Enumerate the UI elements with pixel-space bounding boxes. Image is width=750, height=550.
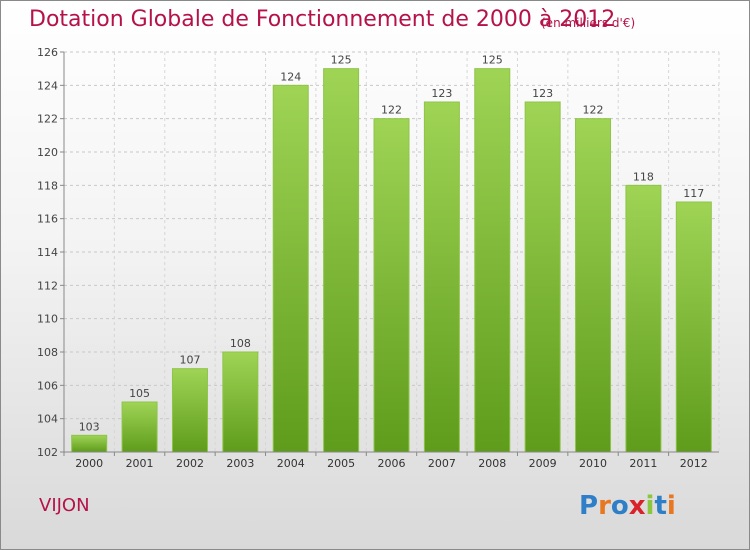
y-tick-label: 126 bbox=[37, 46, 58, 59]
bar-2001 bbox=[121, 401, 158, 453]
data-label-2010: 122 bbox=[583, 104, 604, 117]
x-tick-label: 2001 bbox=[126, 457, 154, 470]
y-tick-label: 112 bbox=[37, 279, 58, 292]
y-tick-label: 102 bbox=[37, 446, 58, 459]
proxiti-logo: Proxiti bbox=[579, 491, 676, 521]
x-tick-label: 2008 bbox=[478, 457, 506, 470]
data-label-2004: 124 bbox=[280, 70, 301, 83]
x-tick-label: 2011 bbox=[629, 457, 657, 470]
bar-2008 bbox=[474, 68, 511, 453]
y-tick-label: 116 bbox=[37, 213, 58, 226]
x-tick-label: 2012 bbox=[680, 457, 708, 470]
bar-2007 bbox=[423, 101, 460, 453]
y-tick-label: 110 bbox=[37, 313, 58, 326]
chart-title: Dotation Globale de Fonctionnement de 20… bbox=[29, 7, 616, 32]
x-tick-label: 2000 bbox=[75, 457, 103, 470]
y-tick-label: 122 bbox=[37, 113, 58, 126]
data-label-2007: 123 bbox=[431, 87, 452, 100]
x-tick-label: 2002 bbox=[176, 457, 204, 470]
data-label-2003: 108 bbox=[230, 337, 251, 350]
y-tick-label: 106 bbox=[37, 379, 58, 392]
y-tick-label: 108 bbox=[37, 346, 58, 359]
bar-2011 bbox=[625, 184, 662, 453]
commune-name: VIJON bbox=[39, 495, 90, 516]
x-tick-label: 2010 bbox=[579, 457, 607, 470]
bar-2006 bbox=[373, 118, 410, 453]
bar-2002 bbox=[171, 368, 208, 453]
bar-2000 bbox=[71, 434, 108, 453]
bar-2005 bbox=[323, 68, 360, 453]
data-label-2005: 125 bbox=[331, 54, 352, 67]
y-tick-label: 124 bbox=[37, 79, 58, 92]
bar-2010 bbox=[575, 118, 612, 453]
bar-2009 bbox=[524, 101, 561, 453]
data-label-2011: 118 bbox=[633, 170, 654, 183]
bar-2012 bbox=[675, 201, 712, 453]
y-tick-label: 120 bbox=[37, 146, 58, 159]
data-label-2008: 125 bbox=[482, 54, 503, 67]
x-tick-label: 2004 bbox=[277, 457, 305, 470]
x-tick-label: 2009 bbox=[529, 457, 557, 470]
bar-chart: 103105107108124125122123125123122118117 … bbox=[37, 46, 720, 470]
y-tick-label: 104 bbox=[37, 413, 58, 426]
x-tick-label: 2005 bbox=[327, 457, 355, 470]
y-tick-label: 114 bbox=[37, 246, 58, 259]
data-label-2000: 103 bbox=[79, 420, 100, 433]
x-tick-label: 2007 bbox=[428, 457, 456, 470]
data-label-2006: 122 bbox=[381, 104, 402, 117]
data-label-2012: 117 bbox=[683, 187, 704, 200]
data-label-2009: 123 bbox=[532, 87, 553, 100]
bar-2003 bbox=[222, 351, 259, 453]
data-label-2001: 105 bbox=[129, 387, 150, 400]
x-tick-label: 2003 bbox=[226, 457, 254, 470]
x-tick-label: 2006 bbox=[378, 457, 406, 470]
bar-2004 bbox=[272, 84, 309, 453]
y-tick-label: 118 bbox=[37, 179, 58, 192]
data-label-2002: 107 bbox=[179, 354, 200, 367]
chart-subtitle: (en milliers d'€) bbox=[541, 16, 636, 30]
